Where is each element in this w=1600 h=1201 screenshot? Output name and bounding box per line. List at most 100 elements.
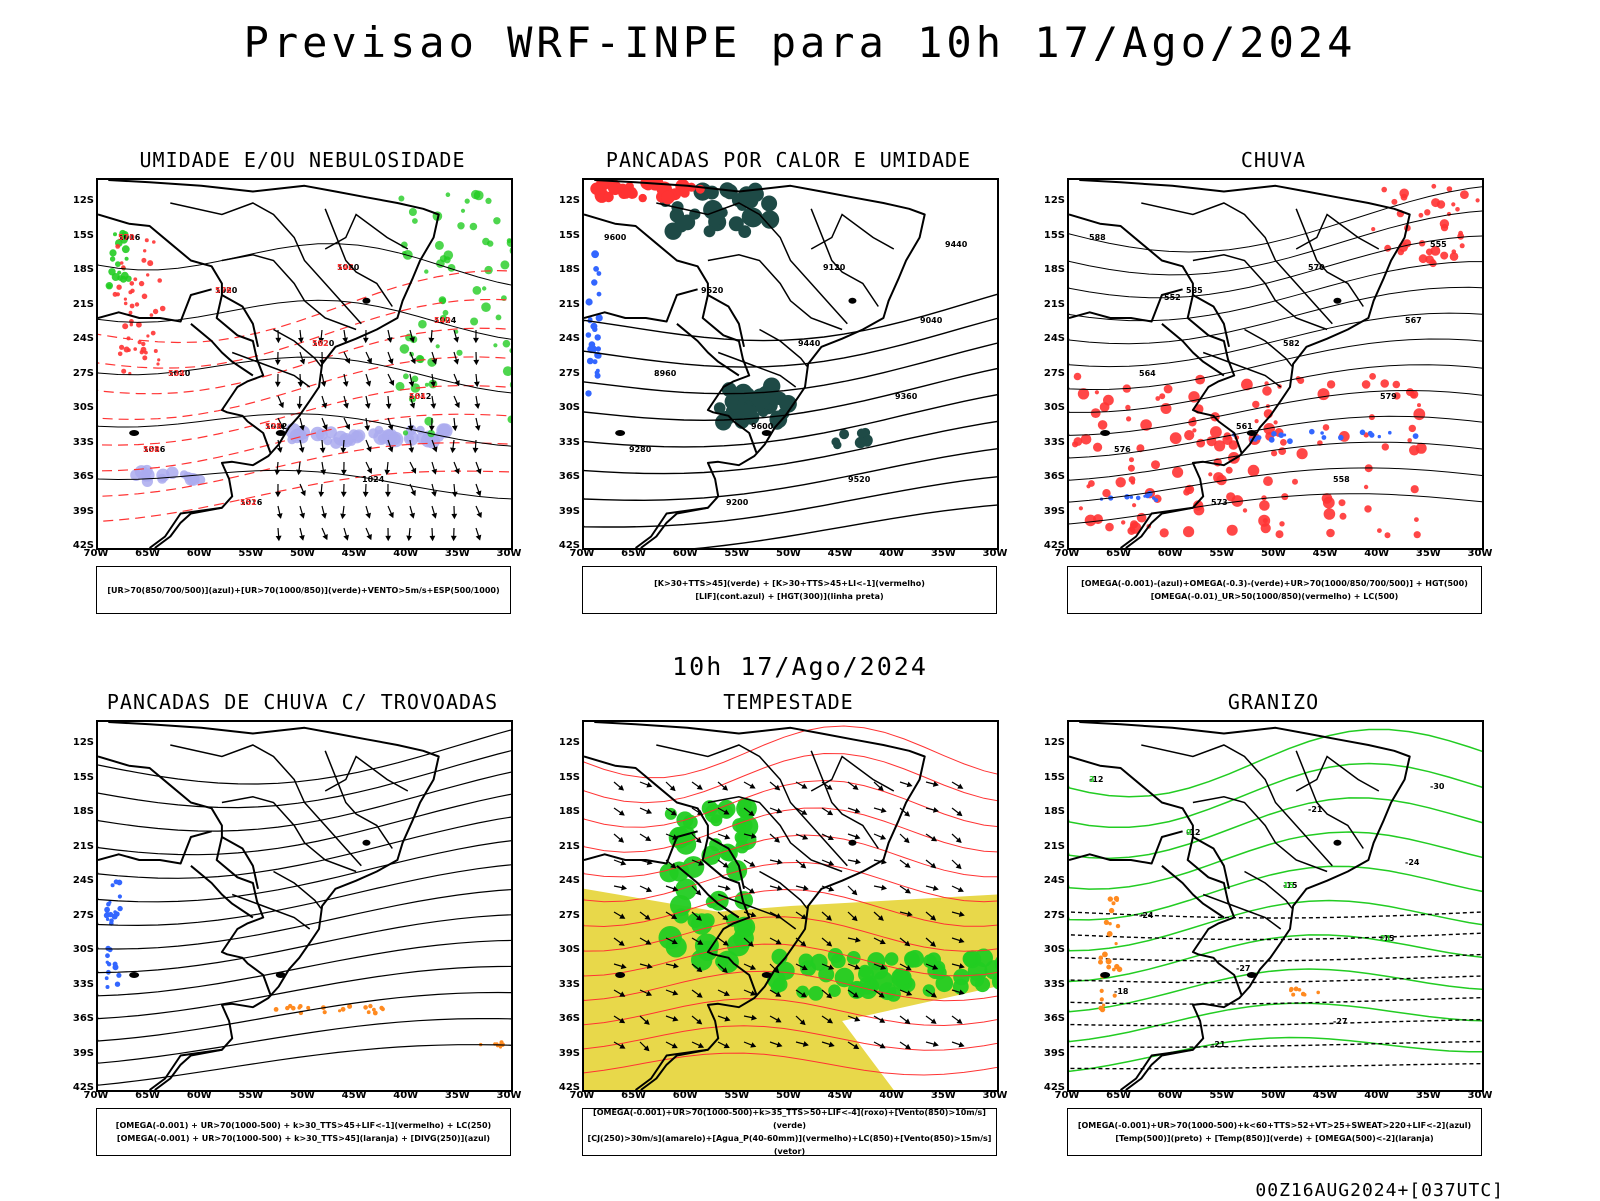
lon-label: 65W	[131, 1090, 165, 1101]
caption-chuva: [OMEGA(-0.001)-(azul)+OMEGA(-0.3)-(verde…	[1067, 566, 1482, 614]
lon-label: 35W	[926, 1090, 960, 1101]
lat-label: 36S	[550, 1013, 580, 1024]
lon-label: 35W	[440, 1090, 474, 1101]
chuva-contour-label: 561	[1236, 422, 1253, 431]
lon-label: 55W	[1205, 1090, 1239, 1101]
lon-label: 55W	[234, 1090, 268, 1101]
lat-label: 27S	[64, 910, 94, 921]
caption-line: [OMEGA(-0.001) + UR>70(1000-500) + k>30_…	[117, 1132, 490, 1145]
lat-label: 39S	[1035, 1048, 1065, 1059]
lat-label: 12S	[64, 195, 94, 206]
lat-label: 24S	[1035, 875, 1065, 886]
lat-label: 39S	[64, 506, 94, 517]
lat-label: 21S	[64, 841, 94, 852]
umidade-esp-contour-label: 534	[168, 369, 185, 378]
caption-line: [OMEGA(-0.001)+UR>70(1000-500)+k<60+TTS>…	[1078, 1119, 1471, 1132]
caption-umidade: [UR>70(850/700/500)](azul)+[UR>70(1000/8…	[96, 566, 511, 614]
lon-label: 65W	[1102, 548, 1136, 559]
pancadas-calor-contour-label: 9440	[798, 339, 821, 348]
chuva-contour-label: 579	[1380, 392, 1397, 401]
lat-label: 27S	[1035, 368, 1065, 379]
lon-label: 45W	[337, 548, 371, 559]
lat-label: 36S	[1035, 471, 1065, 482]
umidade-esp-contour-label: 558	[143, 445, 160, 454]
lat-label: 24S	[1035, 333, 1065, 344]
pancadas-calor-contour-label: 9440	[945, 240, 968, 249]
lon-label: 35W	[440, 548, 474, 559]
pancadas-calor-contour-label: 9040	[920, 316, 943, 325]
lat-label: 18S	[550, 806, 580, 817]
pancadas-calor-contour-label: 9520	[701, 286, 724, 295]
lat-label: 15S	[550, 772, 580, 783]
lon-label: 60W	[1153, 1090, 1187, 1101]
lon-label: 35W	[926, 548, 960, 559]
lat-label: 24S	[550, 875, 580, 886]
granizo-temp850-contour-label: 15	[1283, 881, 1295, 890]
lat-label: 36S	[64, 1013, 94, 1024]
panel-title-umidade: UMIDADE E/OU NEBULOSIDADE	[76, 148, 529, 172]
lon-label: 45W	[823, 548, 857, 559]
lon-label: 60W	[668, 1090, 702, 1101]
chuva-contour-label: 582	[1283, 339, 1300, 348]
lon-label: 70W	[1050, 1090, 1084, 1101]
granizo-contour-label: -30	[1430, 782, 1445, 791]
lat-label: 18S	[1035, 264, 1065, 275]
lon-label: 50W	[1257, 1090, 1291, 1101]
lat-label: 36S	[64, 471, 94, 482]
lat-label: 30S	[550, 402, 580, 413]
lon-label: 40W	[875, 548, 909, 559]
umidade-esp-contour-label: 564	[409, 392, 426, 401]
umidade-esp-contour-label: 570	[118, 233, 135, 242]
lon-label: 50W	[286, 548, 320, 559]
chuva-contour-label: 576	[1114, 445, 1131, 454]
lat-label: 27S	[550, 910, 580, 921]
lat-label: 24S	[64, 333, 94, 344]
lon-label: 70W	[79, 1090, 113, 1101]
lon-label: 60W	[668, 548, 702, 559]
panel-title-tempestade: TEMPESTADE	[562, 690, 1015, 714]
lat-label: 30S	[64, 944, 94, 955]
lon-label: 30W	[492, 548, 526, 559]
pancadas-calor-contour-label: 9520	[848, 475, 871, 484]
lat-label: 18S	[64, 264, 94, 275]
caption-granizo: [OMEGA(-0.001)+UR>70(1000-500)+k<60+TTS>…	[1067, 1108, 1482, 1156]
lat-label: 33S	[64, 437, 94, 448]
lon-label: 40W	[1360, 1090, 1394, 1101]
caption-pancadas-trovoadas: [OMEGA(-0.001) + UR>70(1000-500) + k>30_…	[96, 1108, 511, 1156]
map-tempestade	[582, 720, 999, 1092]
pancadas-calor-contour-label: 9360	[895, 392, 918, 401]
granizo-contour-label: -24	[1139, 911, 1154, 920]
lat-label: 33S	[550, 979, 580, 990]
lat-label: 39S	[1035, 506, 1065, 517]
lat-label: 27S	[550, 368, 580, 379]
lat-label: 15S	[550, 230, 580, 241]
lat-label: 21S	[550, 299, 580, 310]
lon-label: 55W	[720, 548, 754, 559]
chuva-contour-label: 588	[1089, 233, 1106, 242]
lat-label: 21S	[64, 299, 94, 310]
lon-label: 45W	[337, 1090, 371, 1101]
umidade-esp-contour-label: 528	[265, 422, 282, 431]
pancadas-calor-contour-label: 9600	[751, 422, 774, 431]
chuva-contour-label: 555	[1430, 240, 1447, 249]
caption-line: [K>30+TTS>45](verde) + [K>30+TTS>45+LI<-…	[654, 577, 925, 590]
lon-label: 30W	[978, 548, 1012, 559]
pancadas-calor-contour-label: 9280	[629, 445, 652, 454]
caption-line: [OMEGA(-0.01)_UR>50(1000/850)(vermelho) …	[1151, 590, 1399, 603]
lon-label: 65W	[1102, 1090, 1136, 1101]
lat-label: 21S	[550, 841, 580, 852]
granizo-contour-label: -27	[1333, 1017, 1347, 1026]
panel-title-granizo: GRANIZO	[1047, 690, 1500, 714]
chuva-contour-label: 567	[1405, 316, 1422, 325]
caption-line: [UR>70(850/700/500)](azul)+[UR>70(1000/8…	[107, 584, 499, 597]
chuva-contour-label: 585	[1186, 286, 1203, 295]
umidade-esp-contour-label: 582	[312, 339, 329, 348]
main-title: Previsao WRF-INPE para 10h 17/Ago/2024	[0, 18, 1600, 67]
panel-title-pancadas-trovoadas: PANCADAS DE CHUVA C/ TROVOADAS	[76, 690, 529, 714]
lon-label: 65W	[131, 548, 165, 559]
granizo-temp850-contour-label: 3	[1089, 775, 1095, 784]
lat-label: 21S	[1035, 299, 1065, 310]
lat-label: 12S	[550, 195, 580, 206]
